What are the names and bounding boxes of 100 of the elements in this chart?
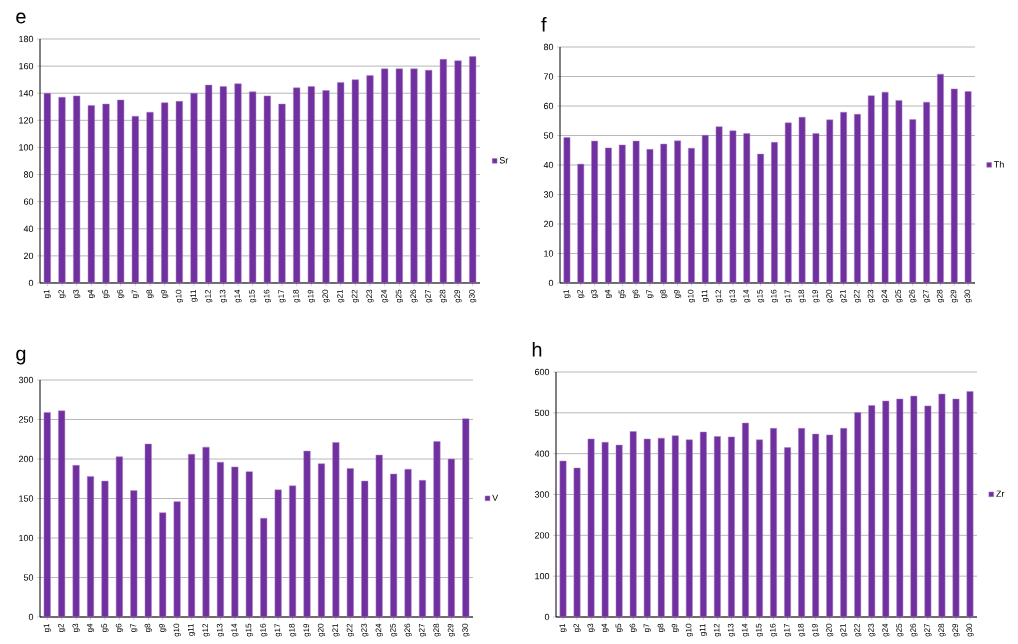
- bar: [337, 82, 345, 284]
- y-tick-label: 100: [535, 572, 550, 580]
- bar: [867, 95, 875, 284]
- y-tick-label: 20: [543, 220, 554, 228]
- bar: [425, 69, 433, 284]
- y-tick-label: 120: [19, 117, 34, 124]
- legend-label: Sr: [499, 157, 509, 164]
- bar: [462, 418, 470, 618]
- bar: [361, 480, 369, 618]
- bar: [881, 91, 889, 284]
- bar: [410, 68, 418, 284]
- bar: [605, 147, 612, 284]
- bar: [289, 485, 297, 618]
- y-tick-label: 300: [18, 376, 34, 384]
- bar: [757, 153, 764, 284]
- bar: [274, 489, 282, 618]
- legend-label: V: [492, 494, 499, 501]
- y-tick-label: 80: [543, 43, 554, 51]
- bar: [909, 119, 917, 284]
- bar: [216, 461, 224, 618]
- bar: [770, 428, 777, 618]
- bar: [559, 460, 567, 618]
- bar: [115, 456, 123, 618]
- bar: [615, 444, 623, 618]
- bar: [454, 60, 462, 284]
- bar: [234, 83, 242, 284]
- bar: [332, 442, 340, 618]
- bar: [219, 86, 227, 284]
- bar: [643, 438, 651, 618]
- bar: [469, 56, 477, 284]
- bar: [245, 471, 253, 618]
- bar: [130, 490, 138, 618]
- bar: [629, 431, 637, 618]
- bar: [826, 434, 834, 618]
- chart-title: e: [16, 12, 26, 24]
- bar: [699, 431, 707, 618]
- legend-label: Th: [994, 161, 1004, 168]
- y-tick-label: 500: [534, 409, 550, 417]
- bar: [175, 101, 183, 284]
- y-tick-label: 200: [18, 455, 34, 463]
- bar: [433, 441, 441, 618]
- bar: [87, 476, 95, 618]
- y-tick-label: 100: [19, 534, 34, 542]
- y-tick-label: 30: [543, 191, 554, 198]
- bar: [346, 468, 354, 618]
- bar: [404, 469, 412, 618]
- bar: [375, 454, 383, 618]
- bar: [701, 134, 709, 284]
- bar: [144, 443, 152, 618]
- bar: [418, 480, 426, 618]
- y-tick-label: 50: [23, 574, 34, 581]
- bar: [58, 410, 66, 618]
- bar: [278, 103, 286, 284]
- bar: [366, 75, 374, 284]
- bar: [618, 144, 626, 284]
- bar: [882, 400, 890, 618]
- bar: [840, 428, 848, 618]
- y-tick-label: 0: [544, 613, 550, 621]
- bar: [43, 92, 51, 284]
- bar: [798, 428, 805, 618]
- bar: [784, 447, 791, 618]
- bar: [910, 395, 918, 618]
- y-tick-label: 300: [534, 491, 550, 498]
- bar: [756, 439, 763, 618]
- bar: [715, 126, 723, 284]
- bar: [728, 436, 735, 618]
- bar: [952, 398, 960, 618]
- bar: [263, 95, 271, 284]
- bar: [161, 102, 169, 284]
- y-tick-label: 0: [548, 279, 554, 287]
- bar: [646, 149, 654, 284]
- chart-title: h: [532, 342, 542, 357]
- bar: [73, 95, 81, 284]
- bar: [117, 99, 125, 284]
- bar: [395, 68, 403, 284]
- y-tick-label: 40: [543, 161, 554, 169]
- bar: [924, 405, 932, 618]
- bar: [685, 439, 693, 618]
- y-tick-label: 180: [19, 35, 34, 43]
- bar: [102, 103, 110, 284]
- bar: [351, 79, 359, 284]
- bar: [260, 518, 268, 618]
- bar: [87, 105, 95, 284]
- bar: [812, 433, 820, 618]
- y-tick-label: 600: [534, 368, 550, 376]
- y-tick-label: 200: [534, 532, 550, 539]
- bar: [674, 140, 681, 284]
- y-tick-label: 400: [534, 450, 550, 457]
- bar: [381, 68, 389, 284]
- bar: [43, 412, 51, 618]
- bar: [190, 92, 198, 284]
- y-tick-label: 0: [28, 279, 34, 287]
- y-tick-label: 0: [28, 613, 34, 621]
- bar: [729, 130, 737, 284]
- bar: [660, 143, 668, 284]
- bar: [101, 480, 109, 618]
- bar: [713, 436, 721, 618]
- y-tick-label: 60: [543, 102, 554, 110]
- bar: [854, 412, 862, 618]
- legend-label: Zr: [996, 490, 1005, 497]
